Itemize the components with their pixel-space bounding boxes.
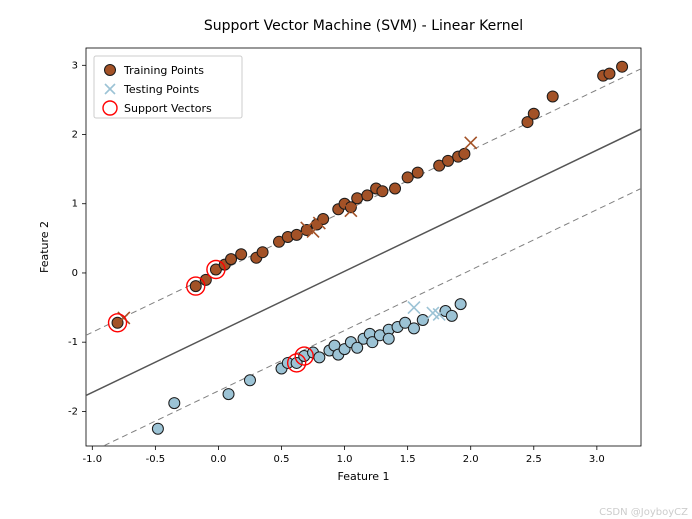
training-point <box>604 68 615 79</box>
training-point <box>443 155 454 166</box>
chart-title: Support Vector Machine (SVM) - Linear Ke… <box>204 18 523 34</box>
training-point <box>190 281 201 292</box>
training-point <box>459 148 470 159</box>
y-tick-label: 3 <box>72 60 78 71</box>
y-tick-label: -1 <box>68 337 78 348</box>
legend-label: Testing Points <box>123 83 199 96</box>
training-point <box>408 323 419 334</box>
svm-scatter-plot: Support Vector Machine (SVM) - Linear Ke… <box>0 0 692 519</box>
y-tick-label: 1 <box>72 199 78 210</box>
training-point <box>402 172 413 183</box>
x-tick-label: 2.5 <box>526 454 542 465</box>
x-tick-label: -1.0 <box>83 454 103 465</box>
training-point <box>383 333 394 344</box>
training-point <box>352 193 363 204</box>
training-point <box>377 186 388 197</box>
training-point <box>223 389 234 400</box>
training-point <box>152 423 163 434</box>
legend-marker-circle <box>105 65 116 76</box>
chart-container: Support Vector Machine (SVM) - Linear Ke… <box>0 0 692 519</box>
training-point <box>417 315 428 326</box>
x-tick-label: 1.5 <box>400 454 416 465</box>
training-point <box>314 352 325 363</box>
legend-label: Support Vectors <box>124 102 212 115</box>
y-tick-label: 0 <box>72 268 78 279</box>
training-point <box>257 247 268 258</box>
training-point <box>226 254 237 265</box>
training-point <box>291 229 302 240</box>
y-tick-label: 2 <box>72 130 78 141</box>
training-point <box>112 317 123 328</box>
x-tick-label: 0.5 <box>274 454 290 465</box>
training-point <box>169 398 180 409</box>
training-point <box>617 61 628 72</box>
training-point <box>528 108 539 119</box>
x-tick-label: 0.0 <box>210 454 226 465</box>
y-axis-label: Feature 2 <box>38 221 51 273</box>
legend-label: Training Points <box>123 64 204 77</box>
training-point <box>236 249 247 260</box>
x-tick-label: 1.0 <box>337 454 353 465</box>
x-tick-label: -0.5 <box>146 454 166 465</box>
training-point <box>455 299 466 310</box>
training-point <box>412 167 423 178</box>
training-point <box>446 310 457 321</box>
training-point <box>244 375 255 386</box>
training-point <box>547 91 558 102</box>
x-axis-label: Feature 1 <box>337 470 389 483</box>
watermark: CSDN @JoyboyCZ <box>599 507 688 518</box>
y-tick-label: -2 <box>68 406 78 417</box>
training-point <box>390 183 401 194</box>
x-tick-label: 3.0 <box>589 454 605 465</box>
x-tick-label: 2.0 <box>463 454 479 465</box>
